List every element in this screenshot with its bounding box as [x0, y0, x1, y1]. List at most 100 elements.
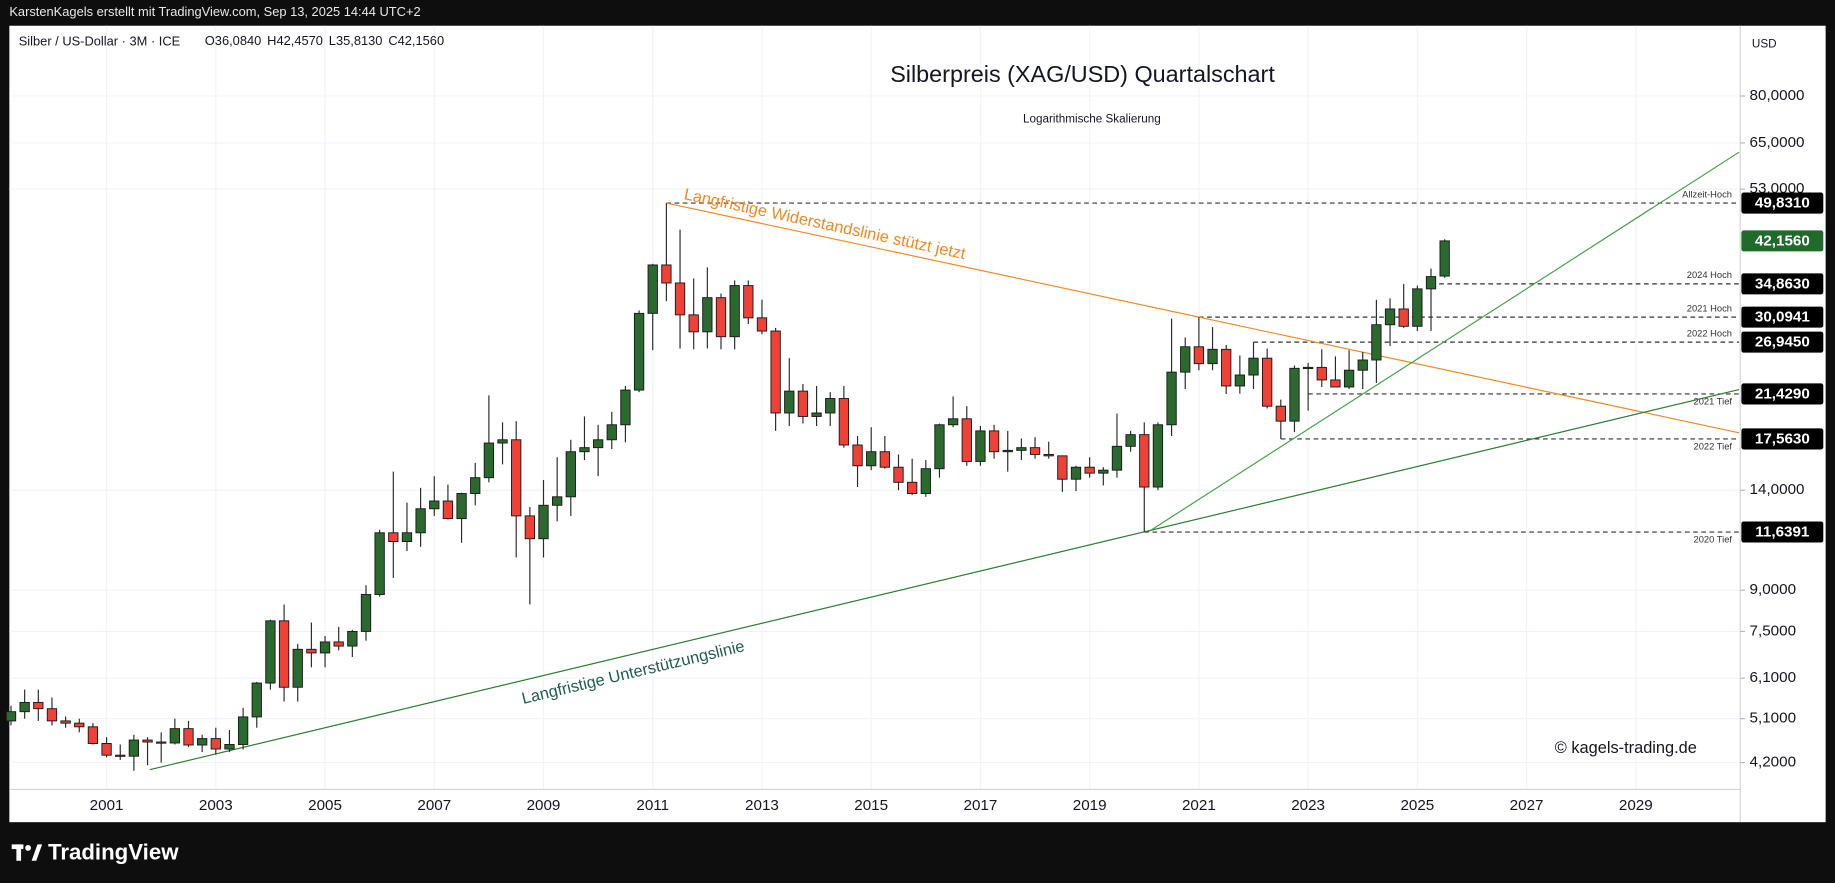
- candle-body: [1289, 367, 1300, 422]
- trendline: [1147, 151, 1740, 533]
- candle-body: [278, 620, 290, 688]
- candle: [988, 424, 1000, 459]
- candle: [5, 705, 17, 726]
- candle-body: [606, 424, 617, 441]
- candle: [907, 458, 918, 496]
- candle-body: [1029, 447, 1041, 455]
- candle-body: [538, 504, 549, 540]
- candle-body: [934, 424, 945, 470]
- candle-body: [893, 466, 904, 483]
- y-tick-label: 14,0000: [1750, 481, 1805, 498]
- price-box: [1741, 331, 1824, 353]
- y-tick-label: 4,2000: [1750, 754, 1796, 771]
- candle: [1180, 337, 1191, 390]
- price-box-label: 26,9450: [1755, 334, 1810, 351]
- candle: [579, 416, 590, 461]
- candle: [128, 734, 140, 771]
- candle: [470, 462, 481, 506]
- candle: [1152, 422, 1164, 491]
- candle: [347, 629, 358, 657]
- candle: [1016, 438, 1027, 461]
- candle: [1234, 355, 1245, 394]
- candle-body: [33, 701, 44, 710]
- candle-body: [1425, 276, 1437, 290]
- candle: [456, 492, 467, 543]
- candle-body: [565, 451, 576, 498]
- candle: [1316, 349, 1327, 387]
- x-tick-label: 2001: [90, 797, 124, 814]
- level-label: 2021 Tief: [1694, 397, 1733, 407]
- candle-body: [1166, 371, 1177, 426]
- candle-body: [524, 515, 535, 540]
- candle: [620, 385, 631, 443]
- candle-body: [838, 398, 850, 446]
- candle: [33, 689, 44, 721]
- candle: [292, 643, 303, 702]
- candle: [1043, 441, 1054, 459]
- candle: [169, 718, 180, 745]
- branding: TradingView: [48, 840, 179, 865]
- candle: [838, 385, 850, 448]
- candle: [442, 484, 454, 520]
- candle-body: [1398, 308, 1409, 327]
- candle: [497, 422, 508, 465]
- candle: [415, 487, 426, 547]
- candle-body: [470, 477, 481, 494]
- candle-body: [74, 722, 85, 728]
- candle-body: [1221, 348, 1232, 387]
- candle: [483, 395, 495, 483]
- candle: [1084, 457, 1095, 478]
- candle: [1412, 285, 1423, 332]
- candle: [674, 229, 686, 349]
- watermark: © kagels-trading.de: [1555, 739, 1697, 757]
- candle-body: [1016, 447, 1027, 451]
- x-tick-label: 2019: [1073, 797, 1107, 814]
- x-tick-label: 2017: [964, 797, 998, 814]
- branding-logo: [11, 844, 43, 861]
- candle: [1302, 362, 1314, 411]
- axes: 2001 2003 2005 2007 2009 2011 2013 2015 2017 2019…: [90, 87, 1824, 814]
- candle: [1111, 413, 1123, 478]
- candle-body: [579, 447, 590, 453]
- candle: [565, 439, 576, 516]
- candle: [1207, 327, 1218, 371]
- candle: [374, 529, 385, 597]
- candle-body: [415, 508, 426, 534]
- candle: [511, 421, 522, 558]
- candle-body: [87, 726, 99, 744]
- candle: [893, 454, 904, 491]
- candle: [606, 411, 617, 450]
- price-box-label: 11,6391: [1755, 524, 1810, 541]
- candle: [60, 716, 71, 728]
- candle-body: [1098, 469, 1109, 474]
- candle-body: [743, 285, 754, 319]
- candle-body: [46, 708, 58, 722]
- candle: [1371, 299, 1382, 383]
- candle-body: [429, 500, 440, 510]
- price-box-label: 30,0941: [1755, 309, 1810, 326]
- candle: [19, 689, 30, 719]
- candle-body: [797, 390, 809, 417]
- level-label: 2020 Tief: [1694, 535, 1733, 545]
- candle: [1002, 430, 1013, 472]
- candle-body: [169, 728, 180, 744]
- candle-body: [702, 297, 713, 333]
- candle-body: [1316, 366, 1327, 381]
- candle-body: [306, 648, 317, 654]
- candle-body: [879, 451, 890, 468]
- candle: [1125, 430, 1136, 452]
- candle-body: [1180, 346, 1191, 373]
- candle-body: [347, 630, 358, 647]
- candle-body: [552, 496, 563, 506]
- candle: [388, 471, 399, 578]
- candle-body: [647, 264, 658, 314]
- candle-body: [388, 532, 399, 542]
- candle: [661, 203, 672, 302]
- candle-body: [961, 418, 972, 462]
- candle-body: [183, 728, 194, 746]
- candle: [1357, 351, 1368, 390]
- candle: [183, 720, 194, 747]
- candle: [1070, 465, 1082, 492]
- candle-body: [156, 741, 167, 744]
